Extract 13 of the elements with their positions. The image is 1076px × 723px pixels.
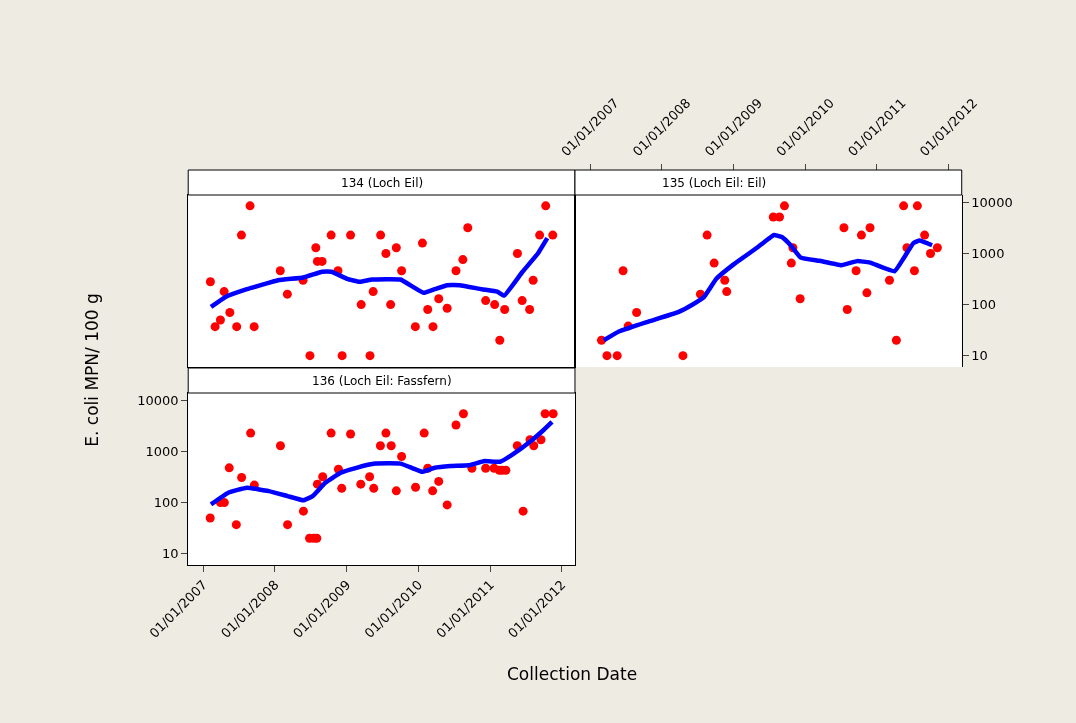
y-axis-title: E. coli MPN/ 100 g (81, 293, 102, 447)
y-tick-label: 1000 (145, 444, 179, 460)
chart-title: 135 (Loch Eil: Eil) (662, 176, 767, 190)
chart-title: 136 (Loch Eil: Fassfern) (312, 374, 452, 388)
x-axis-title: Collection Date (507, 664, 638, 684)
y-tick-label: 10000 (971, 195, 1013, 211)
chart-title: 134 (Loch Eil) (341, 176, 424, 190)
y-tick-label: 10 (971, 348, 988, 364)
y-tick-label: 100 (153, 495, 179, 511)
y-tick-label: 10000 (137, 393, 179, 409)
y-tick-label: 1000 (971, 246, 1005, 262)
y-tick-label: 10 (162, 546, 179, 562)
y-tick-label: 100 (971, 297, 997, 313)
